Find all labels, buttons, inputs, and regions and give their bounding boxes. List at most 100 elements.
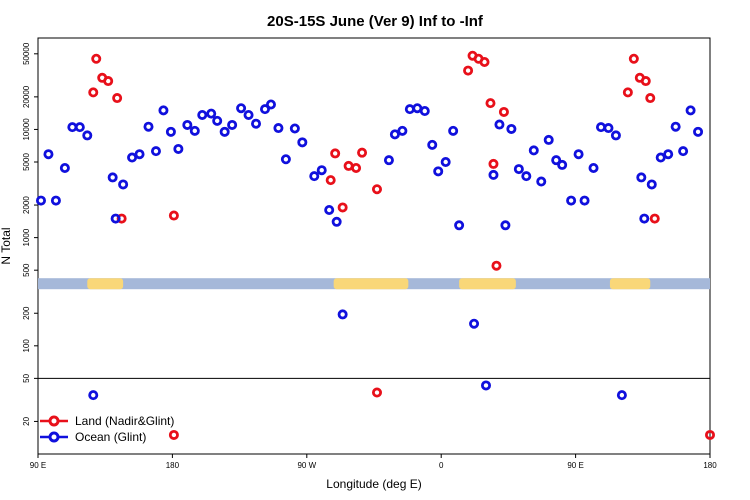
land-strip-segment [459,278,516,290]
data-point [433,166,444,177]
data-point [404,104,415,115]
data-point [454,220,465,231]
land-sea-strip [38,278,710,290]
legend-ocean-marker [48,431,60,443]
data-point [628,53,639,64]
data-point [521,171,532,182]
data-point [705,429,716,440]
data-point [325,175,336,186]
y-tick-label: 5000 [22,153,31,171]
data-point [43,149,54,160]
data-point [273,123,284,134]
data-point [134,149,145,160]
x-tick-label: 90 E [567,461,583,470]
data-point [485,98,496,109]
data-point [610,130,621,141]
data-point [309,171,320,182]
data-point [622,87,633,98]
data-point [280,154,291,165]
x-tick-label: 180 [166,461,180,470]
land-strip-segment [333,278,409,290]
data-point [528,145,539,156]
data-point [551,155,562,166]
land-strip-segment [609,278,651,290]
data-point [636,172,647,183]
y-tick-label: 20000 [22,85,31,108]
data-point [168,210,179,221]
data-point [488,169,499,180]
data-point [112,93,123,104]
data-point [494,119,505,130]
data-point [463,65,474,76]
data-points [35,50,716,440]
data-point [59,163,70,174]
data-point [469,318,480,329]
data-point [506,123,517,134]
data-point [397,125,408,136]
x-axis: 90 E 180 90 W 0 90 E 180 [30,454,717,470]
data-point [513,164,524,175]
y-axis-label: N Total [0,227,13,264]
legend: Land (Nadir&Glint) Ocean (Glint) [40,414,174,444]
y-tick-label: 200 [22,306,31,320]
data-point [566,195,577,206]
data-point [110,213,121,224]
data-point [50,195,61,206]
data-point [158,105,169,116]
data-point [639,213,650,224]
data-point [383,155,394,166]
y-axis: 50000 20000 10000 5000 2000 1000 500 200 100 50 20 [22,42,38,426]
data-point [655,152,666,163]
data-point [371,387,382,398]
x-axis-label: Longitude (deg E) [326,477,421,491]
data-point [678,146,689,157]
chart-title: 20S-15S June (Ver 9) Inf to -Inf [267,13,484,30]
data-point [82,130,93,141]
data-point [357,147,368,158]
data-point [212,115,223,126]
data-point [557,159,568,170]
data-point [324,205,335,216]
y-tick-label: 1000 [22,228,31,246]
data-point [91,53,102,64]
data-point [588,163,599,174]
y-tick-label: 50000 [22,42,31,65]
data-point [500,220,511,231]
data-point [427,139,438,150]
data-point [498,106,509,117]
data-point [165,126,176,137]
data-point [35,195,46,206]
data-point [480,380,491,391]
data-point [595,122,606,133]
land-strip-segment [87,278,124,290]
legend-entry-ocean: Ocean (Glint) [40,430,146,444]
data-point [616,390,627,401]
x-tick-label: 0 [439,461,444,470]
data-point [693,126,704,137]
data-point [419,106,430,117]
data-point [182,119,193,130]
data-point [259,104,270,115]
data-point [491,260,502,271]
data-point [649,213,660,224]
data-point [289,123,300,134]
data-point [448,125,459,136]
data-point [88,87,99,98]
data-point [150,146,161,157]
data-point [74,122,85,133]
x-tick-label: 180 [703,461,717,470]
data-point [206,108,217,119]
data-point [197,109,208,120]
data-point [646,179,657,190]
data-point [118,179,129,190]
data-point [685,105,696,116]
data-point [670,121,681,132]
data-point [663,149,674,160]
data-point [640,76,651,87]
y-tick-label: 10000 [22,118,31,141]
data-point [331,216,342,227]
data-point [168,429,179,440]
data-point [189,125,200,136]
data-point [351,163,362,174]
